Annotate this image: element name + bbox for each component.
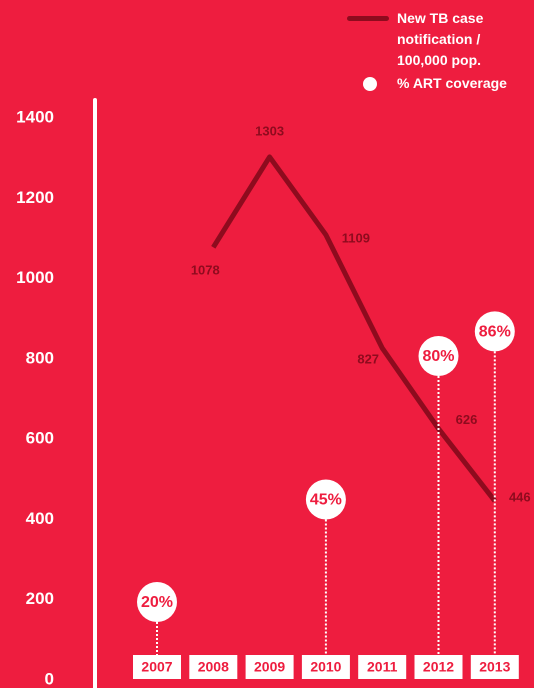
x-tick-box [414, 655, 463, 679]
y-tick-label: 1400 [16, 107, 54, 126]
line [211, 154, 497, 503]
x-tick-box [301, 655, 350, 679]
art-marker [305, 479, 346, 520]
legend-label: New TB case notification / 100,000 pop. [397, 10, 484, 68]
data-label: 80% [422, 348, 454, 365]
data-label: 827 [357, 351, 379, 366]
x-tick-label: 2007 [141, 659, 172, 675]
legend-label: % ART coverage [397, 75, 507, 91]
legend-swatch [347, 16, 389, 21]
data-label: 86% [479, 324, 511, 341]
y-tick-label: 600 [26, 429, 54, 448]
data-label: 446 [509, 489, 531, 504]
art-marker [474, 311, 515, 352]
data-label: 1109 [342, 230, 370, 245]
y-tick-label: 400 [26, 509, 54, 528]
art-marker [418, 336, 459, 376]
x-tick-label: 2013 [479, 659, 510, 675]
x-tick-label: 2011 [367, 659, 398, 675]
data-label: 626 [456, 412, 478, 427]
y-tick-label: 1200 [16, 188, 54, 207]
data-label: 45% [310, 492, 342, 509]
data-label: 20% [141, 594, 173, 611]
x-tick-label: 2012 [423, 659, 454, 675]
legend-item: % ART coverage [347, 73, 527, 94]
x-tick-box [133, 655, 181, 679]
x-tick-box [245, 655, 294, 679]
legend: New TB case notification / 100,000 pop. … [347, 8, 527, 94]
x-tick-label: 2008 [198, 659, 229, 675]
data-label: 1303 [255, 123, 284, 138]
y-tick-label: 800 [26, 348, 54, 367]
x-tick-label: 2009 [254, 659, 285, 675]
legend-item: New TB case notification / 100,000 pop. [347, 8, 527, 71]
data-label: 1078 [191, 263, 220, 278]
legend-swatch [363, 76, 377, 91]
art-marker [137, 582, 177, 622]
y-tick-label: 200 [26, 589, 54, 608]
x-tick-box [358, 655, 407, 679]
x-tick-label: 2010 [310, 659, 341, 675]
y-tick-label: 0 [45, 669, 54, 688]
x-tick-box [189, 655, 238, 679]
y-tick-label: 1000 [16, 268, 54, 287]
x-tick-box [470, 655, 519, 679]
